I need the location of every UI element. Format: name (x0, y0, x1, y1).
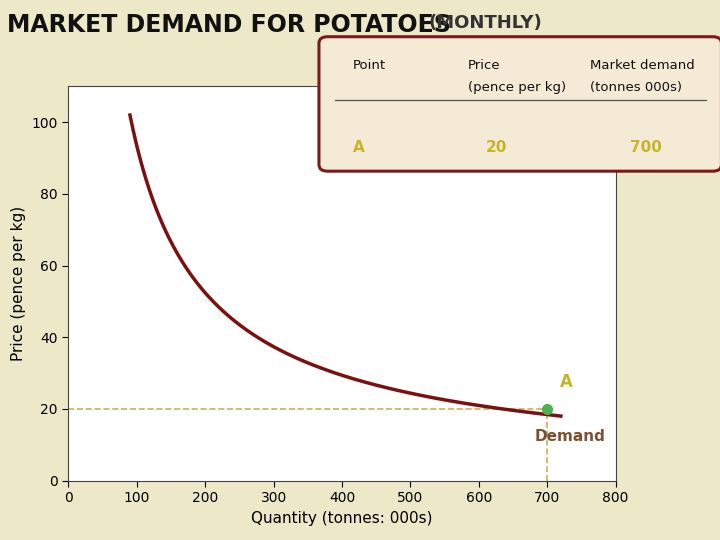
Text: (tonnes 000s): (tonnes 000s) (590, 81, 683, 94)
Text: Price: Price (468, 59, 500, 72)
Text: (pence per kg): (pence per kg) (468, 81, 566, 94)
Text: Point: Point (353, 59, 386, 72)
Text: Market demand: Market demand (590, 59, 695, 72)
Text: (MONTHLY): (MONTHLY) (428, 14, 542, 31)
Text: MARKET DEMAND FOR POTATOES: MARKET DEMAND FOR POTATOES (7, 14, 451, 37)
Text: Demand: Demand (535, 429, 606, 444)
Y-axis label: Price (pence per kg): Price (pence per kg) (11, 206, 26, 361)
Text: A: A (559, 374, 572, 391)
Text: 700: 700 (630, 140, 662, 155)
Text: A: A (353, 140, 364, 155)
Text: 20: 20 (486, 140, 508, 155)
X-axis label: Quantity (tonnes: 000s): Quantity (tonnes: 000s) (251, 511, 433, 525)
